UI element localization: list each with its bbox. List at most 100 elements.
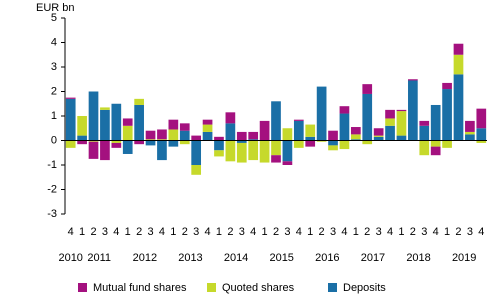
bar-segment — [259, 120, 270, 141]
x-tick-label: 4 — [296, 226, 302, 238]
bar-segment — [145, 140, 156, 146]
bar-segment — [168, 140, 179, 147]
legend-swatch — [78, 283, 87, 292]
x-tick-label: 2 — [410, 226, 416, 238]
bar-segment — [88, 91, 99, 141]
bar-segment — [236, 131, 247, 141]
bar-segment — [271, 155, 281, 163]
bar-segment — [111, 142, 122, 148]
bar-segment — [179, 123, 190, 131]
bar-segment — [465, 134, 475, 141]
bar-segment — [157, 140, 167, 161]
legend-label: Quoted shares — [222, 282, 295, 294]
legend-swatch — [207, 283, 216, 292]
bar-segment — [316, 86, 327, 141]
x-tick-label: 3 — [467, 226, 473, 238]
bar-segment — [100, 107, 110, 110]
bar-segment — [65, 140, 76, 148]
x-tick-label: 3 — [421, 226, 427, 238]
bar-segment — [453, 74, 464, 141]
bar-segment — [168, 119, 179, 130]
bar-segment — [328, 130, 338, 141]
bar-segment — [191, 165, 202, 175]
bar-segment — [373, 135, 384, 137]
x-tick-label: 3 — [193, 226, 199, 238]
year-label: 2018 — [406, 252, 430, 264]
bar-segment — [350, 127, 361, 135]
year-label: 2014 — [224, 252, 248, 264]
bar-segment — [362, 93, 373, 141]
x-tick-label: 4 — [341, 226, 347, 238]
y-tick-label: -3 — [47, 208, 57, 220]
x-tick-label: 2 — [227, 226, 233, 238]
bar-segment — [465, 120, 475, 132]
bar-segment — [373, 128, 384, 136]
y-tick-label: 2 — [51, 85, 57, 97]
bar-segment — [271, 101, 281, 141]
x-tick-label: 1 — [307, 226, 313, 238]
y-tick-label: -2 — [47, 183, 57, 195]
year-label: 2012 — [133, 252, 157, 264]
bar-segment — [191, 135, 202, 141]
x-tick-label: 2 — [455, 226, 461, 238]
bar-segment — [362, 84, 373, 94]
bar-segment — [77, 135, 87, 141]
bar-segment — [248, 131, 259, 140]
y-tick-label: -1 — [47, 159, 57, 171]
bar-segment — [430, 146, 441, 156]
x-tick-label: 1 — [444, 226, 450, 238]
bar-segment — [134, 140, 144, 145]
bar-segment — [248, 139, 259, 141]
bar-segment — [157, 139, 167, 141]
bar-segment — [476, 128, 487, 141]
x-tick-label: 4 — [205, 226, 211, 238]
legend-label: Mutual fund shares — [93, 282, 187, 294]
x-tick-label: 1 — [262, 226, 268, 238]
bar-segment — [385, 118, 395, 126]
x-tick-label: 4 — [159, 226, 165, 238]
bar-segment — [236, 140, 247, 143]
x-tick-label: 4 — [387, 226, 393, 238]
bar-segment — [77, 140, 87, 145]
x-tick-label: 3 — [376, 226, 382, 238]
year-label: 2015 — [269, 252, 293, 264]
bar-segment — [453, 54, 464, 75]
bar-segment — [339, 140, 350, 150]
legend-swatch — [328, 283, 337, 292]
bar-segment — [168, 129, 179, 141]
bar-segment — [419, 140, 430, 156]
bar-segment — [476, 108, 487, 129]
year-label: 2016 — [315, 252, 339, 264]
x-tick-label: 4 — [478, 226, 484, 238]
y-tick-label: 4 — [51, 36, 57, 48]
bar-segment — [122, 118, 133, 126]
x-tick-label: 1 — [125, 226, 131, 238]
bar-segment — [328, 140, 338, 146]
bar-segment — [122, 140, 133, 154]
bar-segment — [385, 109, 395, 119]
x-tick-label: 3 — [239, 226, 245, 238]
x-tick-label: 2 — [364, 226, 370, 238]
bar-segment — [225, 140, 236, 162]
bar-segment — [214, 136, 224, 141]
year-label: 2013 — [178, 252, 202, 264]
bar-segment — [225, 123, 236, 141]
bar-segment — [248, 140, 259, 161]
x-tick-label: 3 — [147, 226, 153, 238]
bar-segment — [214, 140, 224, 151]
bar-segment — [179, 140, 190, 145]
bar-segment — [396, 135, 407, 141]
bar-segment — [465, 131, 475, 135]
x-tick-label: 3 — [284, 226, 290, 238]
bar-segment — [419, 125, 430, 141]
bar-segment — [122, 125, 133, 141]
x-tick-label: 1 — [398, 226, 404, 238]
bar-segment — [100, 140, 110, 161]
bar-segment — [339, 113, 350, 141]
x-tick-label: 1 — [170, 226, 176, 238]
bar-segment — [442, 89, 452, 141]
bar-segment — [328, 145, 338, 151]
bar-segment — [77, 116, 87, 136]
bar-segment — [191, 140, 202, 165]
